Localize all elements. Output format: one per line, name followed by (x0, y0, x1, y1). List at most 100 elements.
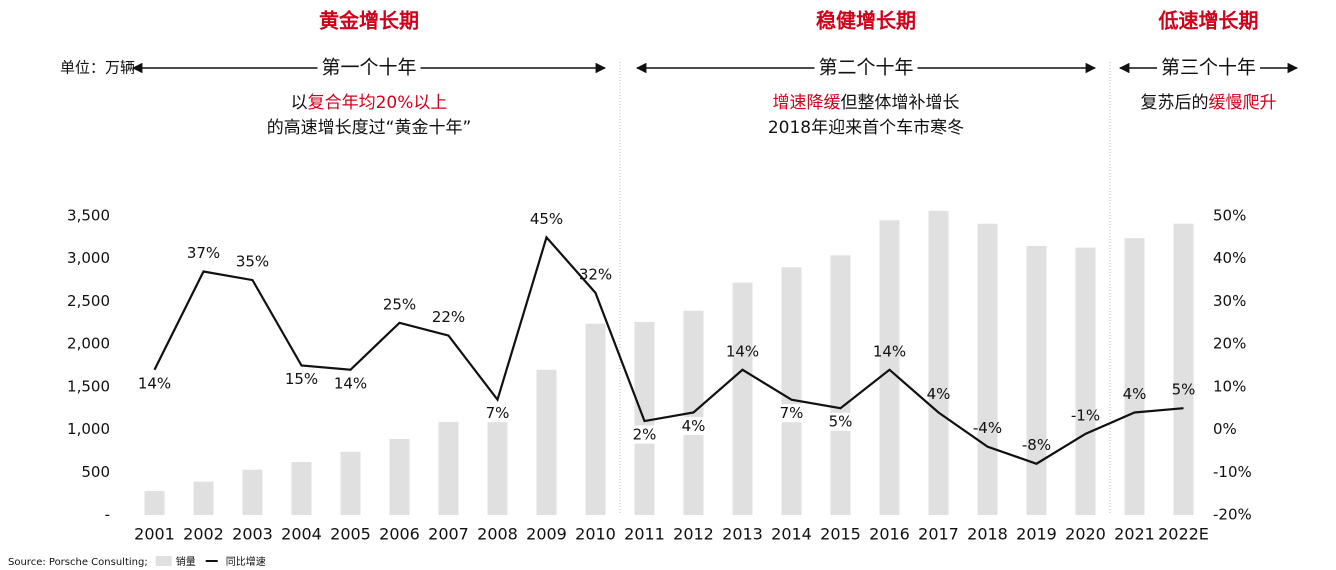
phase-description: 的高速增长度过“黄金十年” (267, 118, 472, 138)
bar (291, 462, 312, 515)
description-part: 缓慢爬升 (1209, 92, 1277, 113)
description-part: 复合年均20%以上 (308, 93, 448, 113)
x-tick-label: 2022E (1158, 525, 1209, 544)
label-bg (631, 425, 658, 444)
y2-tick-label: 30% (1213, 292, 1246, 310)
description-part: 以 (291, 93, 308, 113)
data-label: 5% (1172, 381, 1196, 399)
x-tick-label: 2003 (232, 525, 273, 544)
data-label: 22% (432, 308, 465, 326)
legend-label: 同比增速 (226, 555, 266, 568)
data-label: 7% (486, 404, 510, 422)
bar (1026, 245, 1047, 515)
bar (193, 481, 214, 515)
bar (438, 421, 459, 515)
label-bg (283, 370, 320, 388)
phase-title: 黄金增长期 (319, 9, 419, 33)
data-label: 14% (334, 374, 367, 392)
bar (830, 255, 851, 515)
bar (1173, 223, 1194, 515)
bar (585, 323, 606, 515)
phase-description: 以复合年均20%以上 (291, 93, 448, 113)
description-part: 复苏后的 (1141, 93, 1209, 113)
bar (389, 438, 410, 515)
label-bg (827, 412, 854, 431)
x-tick-label: 2015 (820, 525, 861, 544)
label-bg (778, 404, 805, 423)
x-tick-label: 2006 (379, 525, 420, 544)
description-part: 2018年迎来首个车市寒冬 (768, 118, 964, 138)
y-tick-label: 1,000 (67, 420, 110, 438)
bar (781, 267, 802, 515)
data-label: 37% (187, 244, 220, 262)
y2-tick-label: 20% (1213, 335, 1246, 353)
y-tick-label: 500 (81, 463, 110, 481)
bar (879, 220, 900, 515)
x-tick-label: 2020 (1065, 525, 1106, 544)
x-tick-label: 2007 (428, 525, 469, 544)
unit-label: 单位：万辆 (60, 59, 135, 77)
x-tick-label: 2016 (869, 525, 910, 544)
data-label: 25% (383, 295, 416, 313)
y2-tick-label: 0% (1213, 420, 1237, 438)
data-label: 14% (726, 342, 759, 360)
label-bg (136, 374, 173, 393)
data-label: -8% (1022, 436, 1051, 454)
x-tick-label: 2002 (183, 525, 224, 544)
x-tick-label: 2001 (134, 525, 175, 544)
label-bg (332, 374, 369, 393)
y-tick-label: 2,000 (67, 335, 110, 353)
y2-tick-label: 40% (1213, 249, 1246, 267)
line (153, 235, 1184, 465)
x-tick-label: 2021 (1114, 525, 1155, 544)
y2-tick-label: -20% (1213, 506, 1252, 524)
x-tick-label: 2012 (673, 525, 714, 544)
data-label: -4% (973, 419, 1002, 437)
source: Source: Porsche Consulting; (8, 557, 148, 568)
bar (536, 369, 557, 515)
data-label: 7% (780, 404, 804, 422)
bar (928, 210, 949, 516)
data-label: 14% (873, 342, 906, 360)
x-tick-label: 2017 (918, 525, 959, 544)
data-label: 4% (1123, 385, 1147, 403)
data-label: 2% (633, 426, 657, 444)
bar (1075, 247, 1096, 515)
legend-swatch (155, 556, 172, 566)
data-label: 14% (138, 374, 171, 392)
label-bg (484, 404, 511, 423)
y2-tick-label: 50% (1213, 207, 1246, 225)
data-label: 15% (285, 370, 318, 388)
data-label: 45% (530, 210, 563, 228)
phase-title: 低速增长期 (1158, 9, 1259, 33)
bar (732, 282, 753, 515)
description-part: 的高速增长度过“黄金十年” (267, 118, 472, 138)
x-tick-label: 2018 (967, 525, 1008, 544)
x-tick-label: 2014 (771, 525, 812, 544)
phase-description: 2018年迎来首个车市寒冬 (768, 118, 964, 138)
decade-label: 第一个十年 (321, 57, 416, 79)
x-tick-label: 2008 (477, 525, 518, 544)
y-tick-label: 1,500 (67, 377, 110, 395)
y-tick-label: 3,000 (67, 249, 110, 267)
description-part: 但整体增补增长 (841, 93, 960, 113)
x-tick-label: 2005 (330, 525, 371, 544)
y2-tick-label: -10% (1213, 463, 1252, 481)
data-label: -1% (1071, 406, 1100, 424)
bar (242, 469, 263, 515)
x-tick-label: 2004 (281, 525, 322, 544)
bar (144, 491, 165, 515)
data-label: 4% (682, 417, 706, 435)
label-bg (680, 416, 707, 435)
y2-tick-label: 10% (1213, 377, 1246, 395)
x-tick-label: 2009 (526, 525, 567, 544)
x-tick-label: 2019 (1016, 525, 1057, 544)
phase-description: 增速降缓但整体增补增长 (773, 93, 960, 113)
decade-label: 第二个十年 (818, 57, 913, 79)
decade-label: 第三个十年 (1161, 57, 1256, 79)
phase-description: 复苏后的缓慢爬升 (1141, 92, 1277, 113)
y-tick-label: 3,500 (67, 207, 110, 225)
description-part: 增速降缓 (773, 93, 841, 113)
bar (977, 223, 998, 515)
